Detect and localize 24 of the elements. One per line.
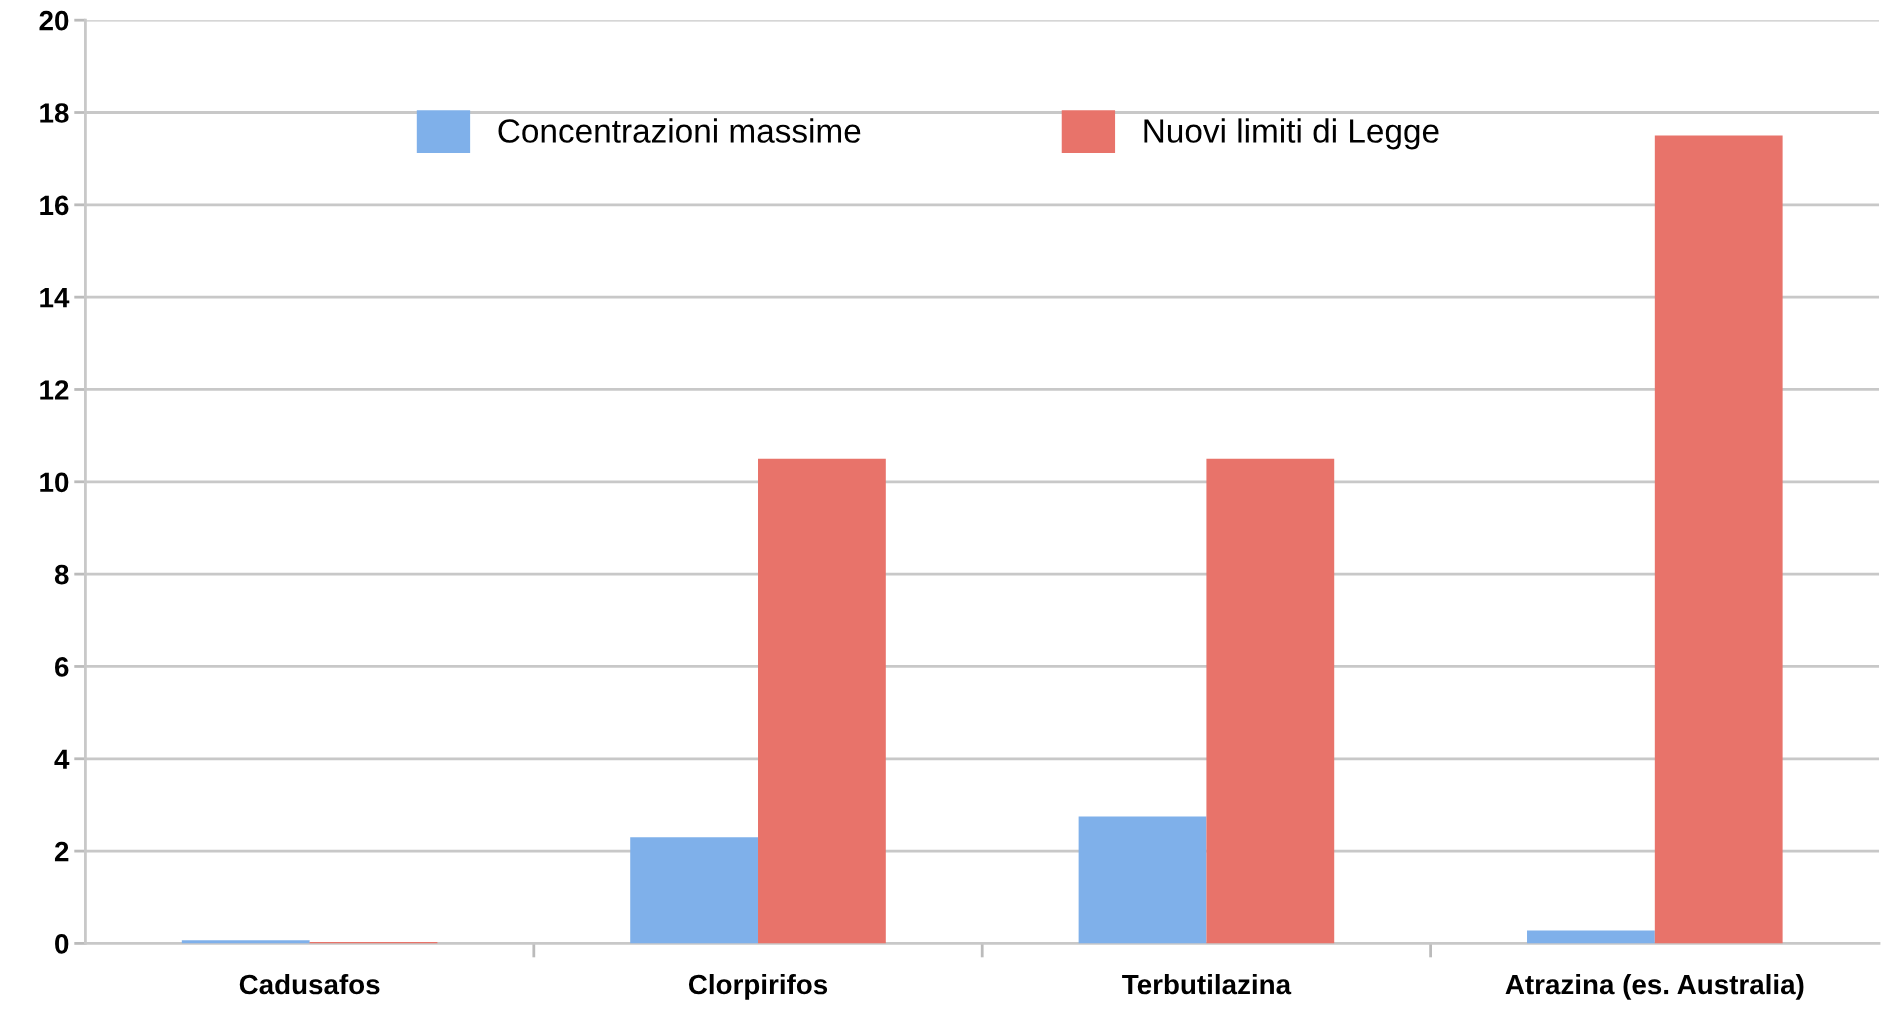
y-tick-label: 18 [40,103,69,123]
y-tick-label: 16 [40,195,69,216]
y-tick-label: 12 [40,380,69,400]
y-tick-label: 4 [54,749,70,769]
legend-label: Nuovi limiti di Legge [1144,118,1439,150]
x-tick-label: Clorpirifos [688,973,828,1000]
y-tick-label: 6 [55,657,69,677]
x-tick-label: Atrazina (es. Australia) [1505,973,1804,1000]
y-tick-label: 8 [54,564,69,585]
x-tick-label: Cadusafos [239,973,380,995]
legend-label: Concentrazioni massime [498,118,861,143]
bar [1078,816,1207,944]
y-tick-label: 10 [40,472,69,493]
x-tick-label: Terbutilazina [1122,973,1292,995]
y-tick-label: 0 [55,934,69,954]
bar [630,837,759,944]
bar [1654,135,1783,944]
bar [758,458,886,944]
bar [1527,930,1655,944]
y-tick-label: 20 [39,10,69,31]
bar [1206,458,1335,944]
y-tick-label: 2 [54,841,69,862]
bar [181,940,310,944]
y-tick-label: 14 [40,288,70,308]
